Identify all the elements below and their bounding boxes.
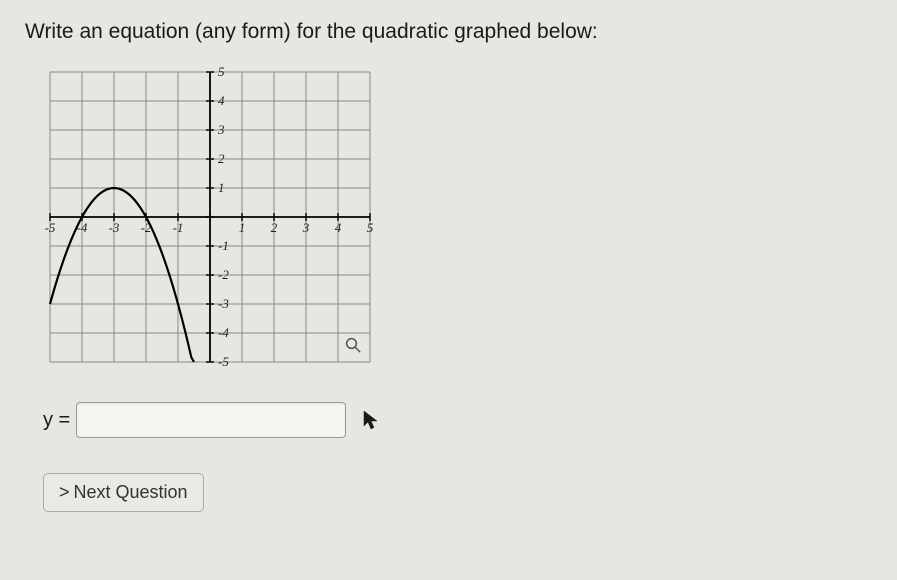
cursor-icon bbox=[362, 409, 380, 431]
svg-text:5: 5 bbox=[218, 64, 225, 79]
svg-text:-3: -3 bbox=[218, 296, 229, 311]
svg-text:2: 2 bbox=[218, 151, 225, 166]
answer-row: y = bbox=[43, 402, 872, 438]
chevron-right-icon: > bbox=[59, 482, 70, 503]
next-button-label: Next Question bbox=[74, 482, 188, 503]
svg-text:4: 4 bbox=[218, 93, 225, 108]
svg-text:1: 1 bbox=[239, 220, 246, 235]
svg-text:-5: -5 bbox=[218, 354, 229, 369]
svg-text:5: 5 bbox=[367, 220, 374, 235]
answer-label: y = bbox=[43, 409, 70, 432]
svg-text:3: 3 bbox=[217, 122, 225, 137]
svg-text:-1: -1 bbox=[173, 220, 184, 235]
question-text: Write an equation (any form) for the qua… bbox=[25, 20, 872, 44]
svg-text:-4: -4 bbox=[218, 325, 229, 340]
quadratic-graph: -5-4-3-2-112345-5-4-3-2-112345 bbox=[40, 62, 380, 372]
graph-container: -5-4-3-2-112345-5-4-3-2-112345 bbox=[40, 62, 380, 372]
answer-input[interactable] bbox=[76, 402, 346, 438]
svg-text:2: 2 bbox=[271, 220, 278, 235]
svg-text:3: 3 bbox=[302, 220, 310, 235]
svg-text:-1: -1 bbox=[218, 238, 229, 253]
svg-text:-5: -5 bbox=[45, 220, 56, 235]
svg-text:-2: -2 bbox=[218, 267, 229, 282]
next-question-button[interactable]: > Next Question bbox=[43, 473, 204, 512]
svg-text:1: 1 bbox=[218, 180, 225, 195]
magnify-icon[interactable] bbox=[344, 336, 362, 354]
svg-text:4: 4 bbox=[335, 220, 342, 235]
svg-text:-3: -3 bbox=[109, 220, 120, 235]
